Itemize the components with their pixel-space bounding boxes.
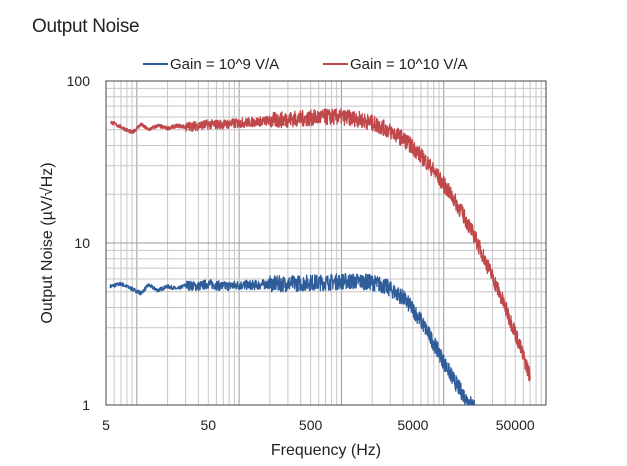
plot-border [105,80,547,406]
x-axis-label: Frequency (Hz) [271,442,381,459]
y-tick-label: 1 [82,397,90,413]
x-tick-label: 500 [299,417,323,433]
x-tick-label: 5000 [397,417,428,433]
legend-label-2: Gain = 10^10 V/A [350,56,468,73]
series-layer [109,108,531,406]
legend-label-1: Gain = 10^9 V/A [170,56,279,73]
y-tick-label: 10 [74,235,90,251]
y-tick-label: 100 [67,73,91,89]
series-line-2 [109,108,531,382]
x-tick-label: 50 [201,417,217,433]
legend: Gain = 10^9 V/A Gain = 10^10 V/A [143,56,468,73]
x-tick-label: 5 [102,417,110,433]
x-tick-labels: 5 50 500 5000 50000 [102,417,535,433]
y-tick-labels: 1 10 100 [67,73,91,413]
y-axis-label: Output Noise (µV/√Hz) [39,162,56,323]
chart-title: Output Noise [32,16,140,37]
grid [105,81,547,405]
x-tick-label: 50000 [496,417,535,433]
series-line-1 [109,273,476,406]
